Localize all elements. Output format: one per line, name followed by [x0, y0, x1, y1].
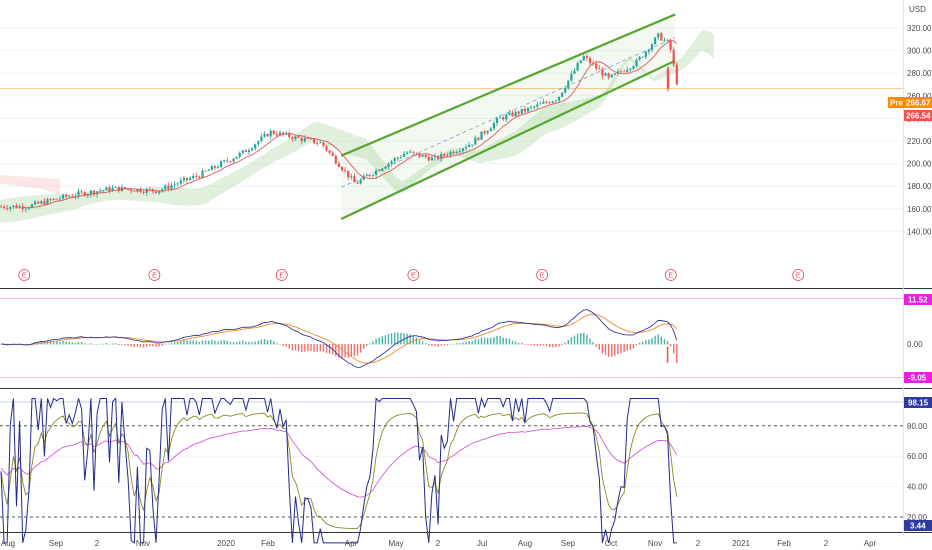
time-axis-label: Jul — [477, 539, 487, 548]
macd-pane[interactable] — [0, 290, 903, 386]
time-axis-label: 2 — [95, 539, 100, 548]
earnings-marker[interactable] — [148, 269, 161, 281]
price-tick-label: 300.00 — [907, 47, 932, 56]
ichimoku-cloud — [0, 29, 714, 223]
stoch-lower-tag: 3.44 — [904, 520, 932, 531]
moving-average-line — [22, 40, 678, 209]
time-axis-label: Aug — [518, 539, 532, 548]
price-pane[interactable] — [0, 0, 903, 288]
macd-lower-tag: -9.05 — [904, 372, 932, 383]
stoch-tick-label: 60.00 — [907, 452, 928, 461]
time-axis-label: Nov — [648, 539, 662, 548]
time-axis-label: 2 — [436, 539, 441, 548]
stoch-axis-ticks: 80.00 60.00 40.00 20.00 — [907, 422, 928, 522]
channel-upper-line — [340, 13, 676, 157]
svg-text:-9.05: -9.05 — [908, 374, 927, 383]
time-axis[interactable]: Aug Sep 2 Nov 2020 Feb Apr May 2 Jul Aug Sep Oct Nov 2… — [1, 539, 877, 548]
svg-text:3.44: 3.44 — [910, 522, 926, 531]
time-axis-label: Oct — [605, 539, 618, 548]
price-tick-label: 140.00 — [907, 227, 932, 236]
time-axis-label: May — [388, 539, 403, 548]
price-tick-label: 320.00 — [907, 24, 932, 33]
earnings-marker[interactable] — [18, 269, 31, 281]
price-tick-label: 180.00 — [907, 182, 932, 191]
price-tick-label: 220.00 — [907, 137, 932, 146]
stoch-tick-label: 20.00 — [907, 513, 928, 522]
time-axis-label: Apr — [864, 539, 877, 548]
earnings-marker[interactable] — [407, 269, 420, 281]
stochastic-indicator — [0, 396, 678, 544]
earnings-marker[interactable] — [792, 269, 805, 281]
pre-tag-label: Pre — [890, 99, 903, 108]
channel-lower-line — [340, 59, 676, 220]
time-axis-label: 2 — [824, 539, 829, 548]
svg-text:11.52: 11.52 — [908, 296, 928, 305]
price-tick-label: 280.00 — [907, 69, 932, 78]
macd-indicator — [0, 309, 678, 368]
stoch-tick-label: 80.00 — [907, 422, 928, 431]
time-axis-label: Apr — [345, 539, 358, 548]
macd-zero-label: 0.00 — [907, 340, 923, 349]
last-price-value: 266.54 — [906, 112, 931, 121]
parallel-channel-drawing[interactable] — [340, 13, 676, 220]
pre-tag-value: 266.67 — [906, 99, 931, 108]
currency-label[interactable]: USD — [909, 5, 926, 14]
earnings-marker[interactable] — [275, 269, 288, 281]
time-axis-label: 2020 — [217, 539, 235, 548]
svg-text:98.15: 98.15 — [908, 399, 929, 408]
macd-upper-tag: 11.52 — [904, 294, 932, 305]
earnings-marker[interactable] — [664, 269, 677, 281]
candlestick-series[interactable] — [0, 31, 678, 213]
earnings-marker[interactable] — [536, 269, 549, 281]
time-axis-label: Aug — [1, 539, 15, 548]
earnings-marker-label: E — [796, 273, 801, 280]
earnings-marker-label: E — [411, 273, 416, 280]
earnings-marker-label: E — [540, 273, 545, 280]
earnings-marker-label: E — [279, 273, 284, 280]
price-tick-label: 260.00 — [907, 92, 932, 101]
price-tick-label: 160.00 — [907, 205, 932, 214]
time-axis-label: Feb — [777, 539, 791, 548]
time-axis-label: 2021 — [732, 539, 750, 548]
stoch-tick-label: 40.00 — [907, 483, 928, 492]
time-axis-label: Feb — [261, 539, 275, 548]
pre-market-tag: Pre 266.67 — [888, 97, 932, 108]
time-axis-label: Sep — [49, 539, 64, 548]
last-price-tag: 266.54 — [904, 110, 932, 121]
grid-lines — [0, 27, 903, 518]
earnings-marker-label: E — [22, 273, 27, 280]
time-axis-label: Nov — [136, 539, 150, 548]
earnings-marker-label: E — [669, 273, 674, 280]
time-axis-label: 2 — [696, 539, 701, 548]
time-axis-label: Sep — [561, 539, 576, 548]
price-tick-label: 200.00 — [907, 160, 932, 169]
price-scale[interactable] — [903, 0, 932, 536]
earnings-marker-label: E — [152, 273, 157, 280]
stoch-upper-tag: 98.15 — [904, 397, 932, 408]
